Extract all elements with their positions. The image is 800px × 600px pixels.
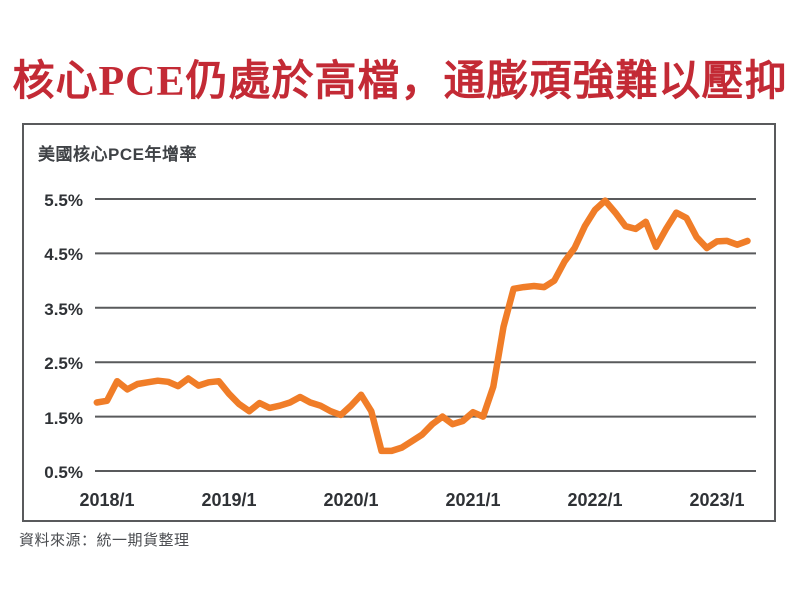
y-tick-label: 2.5% xyxy=(44,354,83,373)
pce-line-chart xyxy=(93,197,756,472)
x-tick-label: 2018/1 xyxy=(79,490,135,510)
y-tick-label: 3.5% xyxy=(44,300,83,319)
pce-line xyxy=(93,197,751,455)
x-tick-label: 2022/1 xyxy=(567,490,623,510)
x-tick-label: 2019/1 xyxy=(201,490,257,510)
y-tick-label: 5.5% xyxy=(44,191,83,210)
x-tick-label: 2021/1 xyxy=(445,490,501,510)
chart-series-label: 美國核心PCE年增率 xyxy=(38,145,197,164)
y-tick-label: 1.5% xyxy=(44,409,83,428)
x-tick-label: 2020/1 xyxy=(323,490,379,510)
source-note: 資料來源：統一期貨整理 xyxy=(19,532,190,549)
x-tick-label: 2023/1 xyxy=(689,490,745,510)
y-tick-label: 0.5% xyxy=(44,463,83,482)
y-tick-label: 4.5% xyxy=(44,245,83,264)
page-title: 核心PCE仍處於高檔，通膨頑強難以壓抑 xyxy=(12,59,788,105)
chart-panel: 美國核心PCE年增率 5.5% 4.5% 3.5% 2.5% 1.5% 0.5% 2018/… xyxy=(22,123,776,522)
